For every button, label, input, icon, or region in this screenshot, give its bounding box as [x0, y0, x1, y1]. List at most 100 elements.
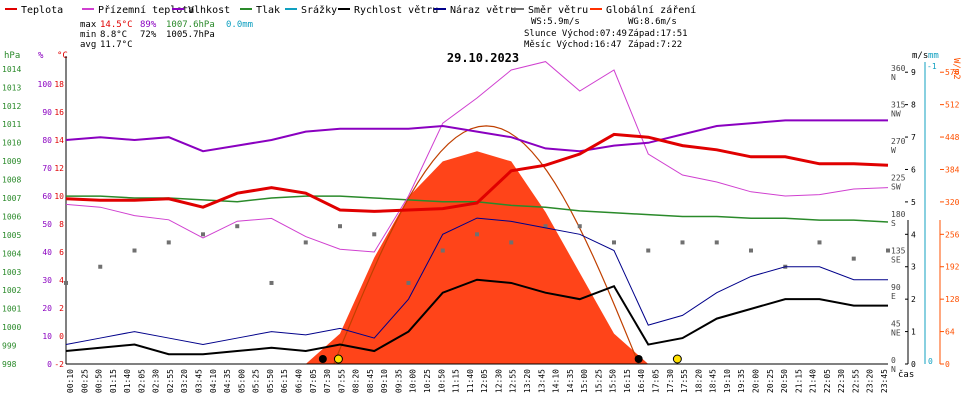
chart-title: 29.10.2023	[447, 51, 519, 65]
deg-tick-label: 360	[891, 64, 906, 73]
hpa-tick-label: 1010	[2, 139, 21, 148]
stats-value: 1007.6hPa	[166, 20, 215, 30]
legend-label: Přízemní teplota	[98, 4, 194, 16]
hpa-tick-label: 999	[2, 342, 17, 351]
legend-label: Srážky	[301, 4, 337, 16]
time-tick-label: 08:20	[352, 369, 361, 393]
series-line	[65, 278, 888, 356]
ms-tick-label: 2	[911, 295, 916, 304]
wm2-tick-label: 0	[945, 360, 950, 369]
time-tick-label: 07:05	[309, 369, 318, 393]
ms-tick-label: 7	[911, 133, 916, 142]
time-tick-label: 10:25	[423, 369, 432, 393]
time-tick-label: 20:00	[751, 369, 760, 393]
x-axis: 00:10 00:25 00:50 01:15 01:40 02:05 02:30 02:55…	[66, 369, 914, 393]
time-tick-label: 09:35	[394, 369, 403, 393]
ms-tick-label: 1	[911, 328, 916, 337]
temp-tick-label: 12	[54, 164, 64, 173]
sunset-marker	[634, 355, 643, 363]
wind-direction-point	[166, 240, 171, 245]
time-tick-label: 07:30	[323, 369, 332, 393]
time-tick-label: 15:50	[609, 369, 618, 393]
time-tick-label: 09:10	[380, 369, 389, 393]
wind-direction-point	[132, 248, 137, 253]
wm2-tick-label: 384	[945, 165, 960, 174]
hpa-tick-label: 1004	[2, 249, 21, 258]
axes: hPa% °C m/s mmW/m29989991000100110021003100…	[2, 51, 961, 374]
ms-tick-label: 5	[911, 198, 916, 207]
time-tick-label: 03:45	[195, 369, 204, 393]
time-tick-label: 22:30	[837, 369, 846, 393]
time-tick-label: 02:55	[166, 369, 175, 393]
temp-tick-label: 6	[59, 248, 64, 257]
wind-direction-point	[64, 280, 68, 285]
time-axis-label: čas	[898, 369, 914, 380]
wm2-tick-label: 256	[945, 230, 960, 239]
time-tick-label: 12:55	[509, 369, 518, 393]
time-tick-label: 05:25	[252, 369, 261, 393]
axis-unit-ms: m/s	[912, 51, 928, 61]
pct-tick-label: 60	[42, 192, 52, 201]
legend-label: Náraz větru	[450, 4, 516, 16]
time-tick-label: 16:15	[623, 369, 632, 393]
deg-tick-label: 270	[891, 137, 906, 146]
pct-tick-label: 30	[42, 276, 52, 285]
dir-tick-label: SW	[891, 183, 901, 192]
wm2-tick-label: 64	[945, 328, 955, 337]
time-tick-label: 10:00	[409, 369, 418, 393]
time-tick-label: 11:40	[466, 369, 475, 393]
time-tick-label: 13:20	[523, 369, 532, 393]
time-tick-label: 18:20	[694, 369, 703, 393]
dir-tick-label: NW	[891, 110, 901, 119]
temp-tick-label: 16	[54, 108, 64, 117]
pct-tick-label: 10	[42, 332, 52, 341]
wind-direction-point	[269, 280, 274, 285]
temp-tick-label: 8	[59, 220, 64, 229]
deg-tick-label: 0	[891, 356, 896, 365]
time-tick-label: 17:30	[666, 369, 675, 393]
deg-tick-label: 315	[891, 101, 906, 110]
hpa-tick-label: 1012	[2, 102, 21, 111]
dir-tick-label: NE	[891, 329, 901, 338]
time-tick-label: 00:50	[95, 369, 104, 393]
time-tick-label: 21:15	[794, 369, 803, 393]
pct-tick-label: 0	[47, 360, 52, 369]
wind-direction-point	[98, 264, 103, 269]
wind-direction-point	[475, 232, 479, 237]
time-tick-label: 18:45	[709, 369, 718, 393]
temp-tick-label: -2	[54, 360, 64, 369]
time-tick-label: 05:00	[237, 369, 246, 393]
deg-tick-label: 225	[891, 174, 906, 183]
stats-value: 89%	[140, 20, 157, 30]
time-tick-label: 08:45	[366, 369, 375, 393]
mm-tick-label: 0	[928, 357, 933, 366]
wind-direction-point	[646, 248, 651, 253]
stats-value: 72%	[140, 30, 157, 40]
hpa-tick-label: 1003	[2, 268, 21, 277]
time-tick-label: 06:40	[294, 369, 303, 393]
deg-tick-label: 135	[891, 247, 906, 256]
hpa-tick-label: 1013	[2, 83, 21, 92]
hpa-tick-label: 1006	[2, 212, 21, 221]
wind-direction-point	[440, 248, 445, 253]
stats-row-label: min	[80, 30, 96, 40]
legend-label: Vlhkost	[188, 5, 230, 16]
time-tick-label: 15:25	[594, 369, 603, 393]
series-line	[65, 61, 889, 253]
info-text: Měsíc Východ:16:47	[524, 40, 622, 50]
axis-unit-degc: °C	[57, 51, 68, 61]
plot-area	[64, 61, 890, 365]
wind-direction-point	[714, 240, 719, 245]
wind-direction-point	[372, 232, 377, 237]
stats-panel: max 14.5°C 89% 1007.6hPa 0.0mm min 8.8°C 72% 100…	[80, 20, 253, 50]
ms-tick-label: 0	[911, 360, 916, 369]
hpa-tick-label: 998	[2, 360, 17, 369]
time-tick-label: 01:40	[123, 369, 132, 393]
time-tick-label: 12:30	[494, 369, 503, 393]
wm2-tick-label: 512	[945, 101, 960, 110]
axis-unit-hpa: hPa	[4, 51, 20, 61]
pct-tick-label: 70	[42, 164, 52, 173]
wind-direction-point	[338, 224, 342, 229]
time-tick-label: 05:50	[266, 369, 275, 393]
